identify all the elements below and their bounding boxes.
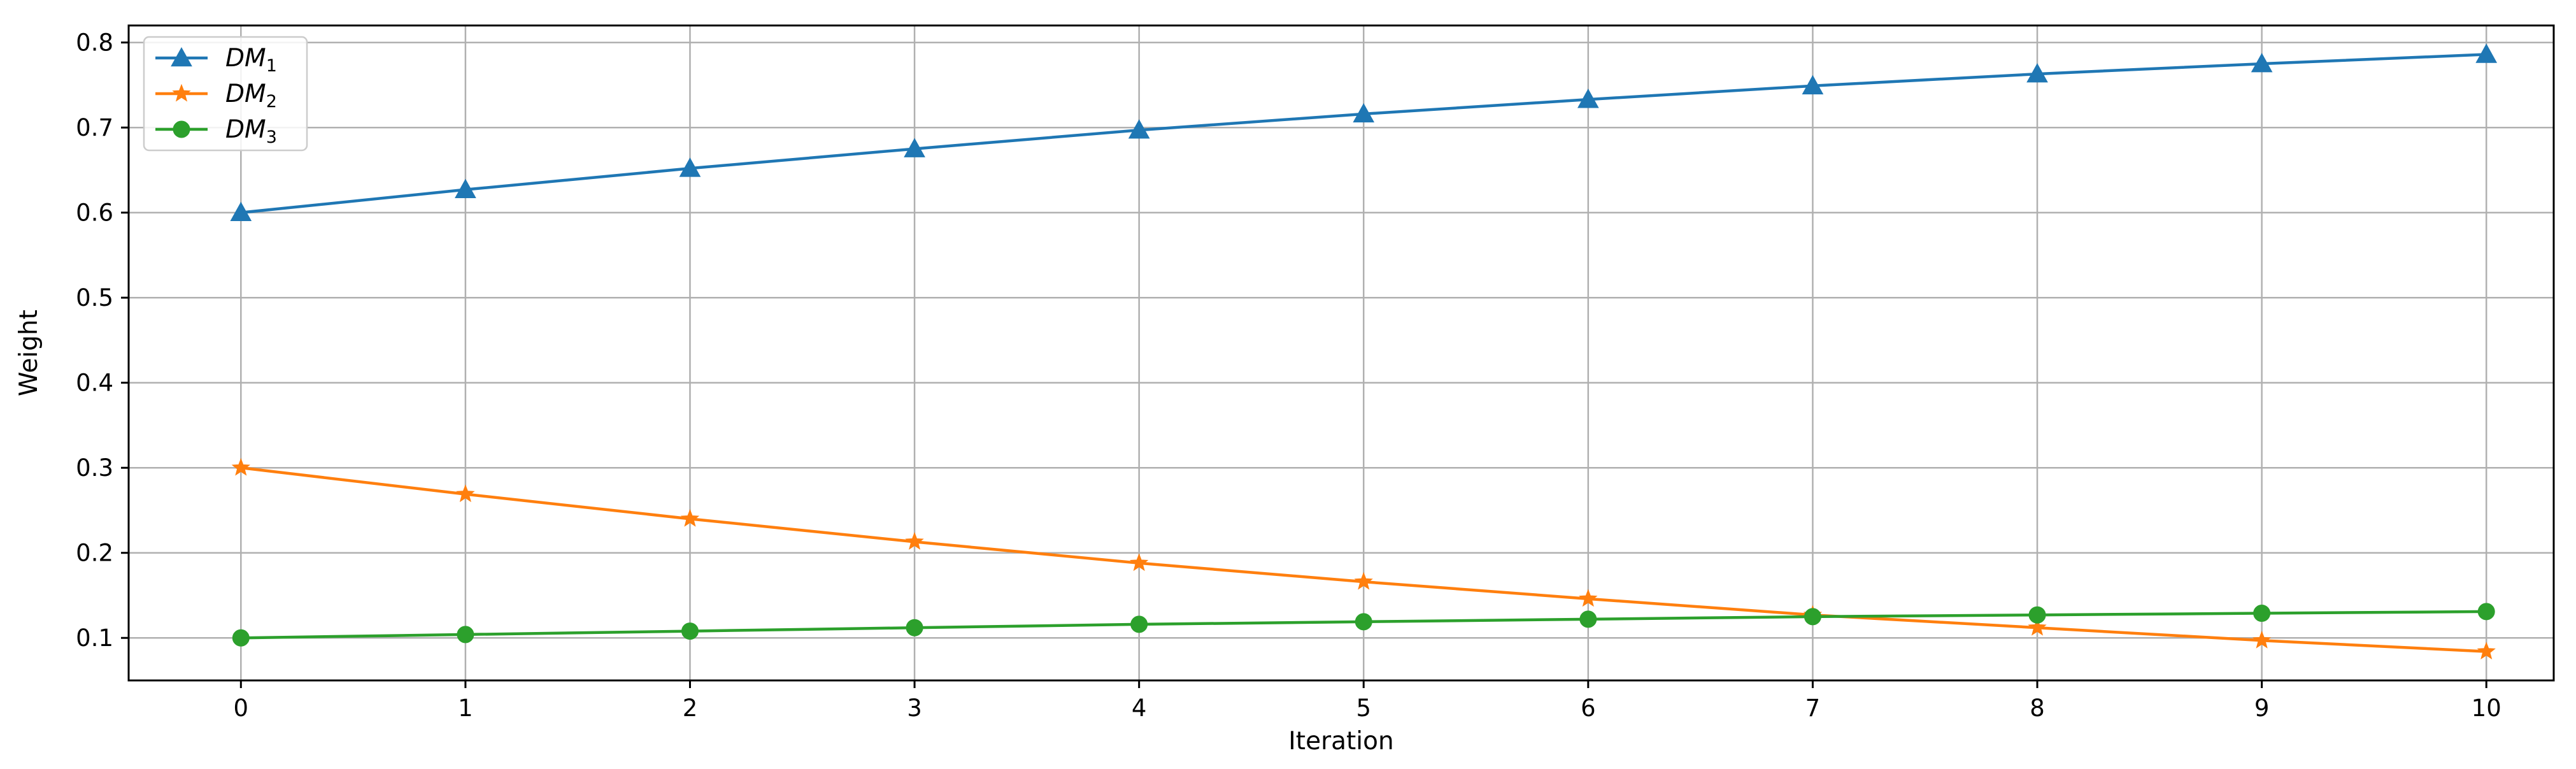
y-tick-label: 0.4 (76, 370, 113, 397)
data-point-dm2 (1130, 553, 1149, 571)
data-point-dm1 (2475, 43, 2498, 63)
legend-marker-dm2 (172, 83, 191, 102)
grid (129, 25, 2554, 680)
legend: DM1 DM2 DM3 (143, 36, 308, 152)
y-tick-label: 0.3 (76, 454, 113, 482)
data-point-dm1 (230, 201, 252, 222)
y-axis-label: Weight (15, 310, 43, 396)
data-point-dm2 (1354, 571, 1373, 590)
data-point-dm2 (2028, 617, 2047, 636)
data-point-dm2 (1579, 589, 1598, 607)
y-tick-label: 0.8 (76, 29, 113, 57)
data-point-dm3 (1130, 615, 1148, 633)
data-point-dm3 (2477, 603, 2495, 621)
series-dm2 (231, 457, 2496, 660)
legend-label-dm3: DM3 (225, 115, 277, 147)
data-point-dm3 (232, 629, 250, 647)
legend-item: DM2 (155, 80, 277, 111)
data-point-dm1 (904, 138, 925, 157)
data-point-dm3 (2028, 606, 2046, 624)
x-tick-label: 4 (1132, 694, 1147, 722)
x-axis-label: Iteration (1288, 727, 1393, 756)
data-point-dm1 (1577, 89, 1599, 108)
series-group (230, 43, 2498, 660)
legend-label-dm2: DM2 (225, 80, 277, 111)
y-tick-label: 0.5 (76, 284, 113, 312)
x-tick-label: 7 (1805, 694, 1821, 722)
data-point-dm2 (231, 457, 250, 476)
data-point-dm3 (1804, 608, 1821, 626)
data-point-dm1 (2026, 63, 2048, 83)
y-tick-label: 0.7 (76, 114, 113, 141)
legend-marker-dm1 (171, 47, 192, 67)
axis-ticks: 0 1 2 3 4 5 6 7 8 9 10 0.1 0.2 0.3 0.4 0.5 0.6 0.7 0.8 (76, 29, 2501, 722)
legend-item: DM3 (155, 115, 277, 147)
data-point-dm3 (906, 619, 923, 636)
data-point-dm2 (680, 508, 700, 527)
series-dm3 (232, 603, 2495, 647)
y-tick-label: 0.2 (76, 540, 113, 567)
legend-item: DM1 (155, 44, 277, 76)
data-point-dm1 (455, 178, 476, 198)
plot-frame (127, 24, 2555, 682)
series-dm1 (230, 43, 2498, 222)
x-tick-label: 0 (234, 694, 249, 722)
x-tick-label: 10 (2472, 694, 2501, 722)
data-point-dm1 (1128, 119, 1150, 139)
x-tick-label: 5 (1356, 694, 1371, 722)
data-point-dm2 (456, 484, 475, 503)
data-point-dm2 (2252, 630, 2272, 649)
data-point-dm3 (1579, 610, 1597, 628)
data-point-dm1 (1802, 75, 1824, 95)
x-tick-label: 9 (2254, 694, 2270, 722)
x-tick-label: 8 (2030, 694, 2045, 722)
x-tick-label: 6 (1581, 694, 1596, 722)
data-point-dm1 (2251, 53, 2273, 73)
data-point-dm3 (681, 622, 699, 640)
x-tick-label: 2 (683, 694, 698, 722)
y-tick-label: 0.1 (76, 624, 113, 652)
data-point-dm3 (2253, 605, 2271, 622)
data-point-dm2 (905, 531, 924, 550)
data-point-dm3 (1355, 613, 1372, 631)
y-tick-label: 0.6 (76, 199, 113, 227)
legend-label-dm1: DM1 (225, 44, 277, 76)
data-point-dm3 (457, 626, 474, 643)
x-tick-label: 1 (458, 694, 473, 722)
legend-marker-dm3 (173, 120, 190, 138)
x-tick-label: 3 (907, 694, 922, 722)
data-point-dm1 (1353, 103, 1375, 123)
data-point-dm1 (679, 157, 701, 177)
data-point-dm2 (2477, 642, 2496, 660)
